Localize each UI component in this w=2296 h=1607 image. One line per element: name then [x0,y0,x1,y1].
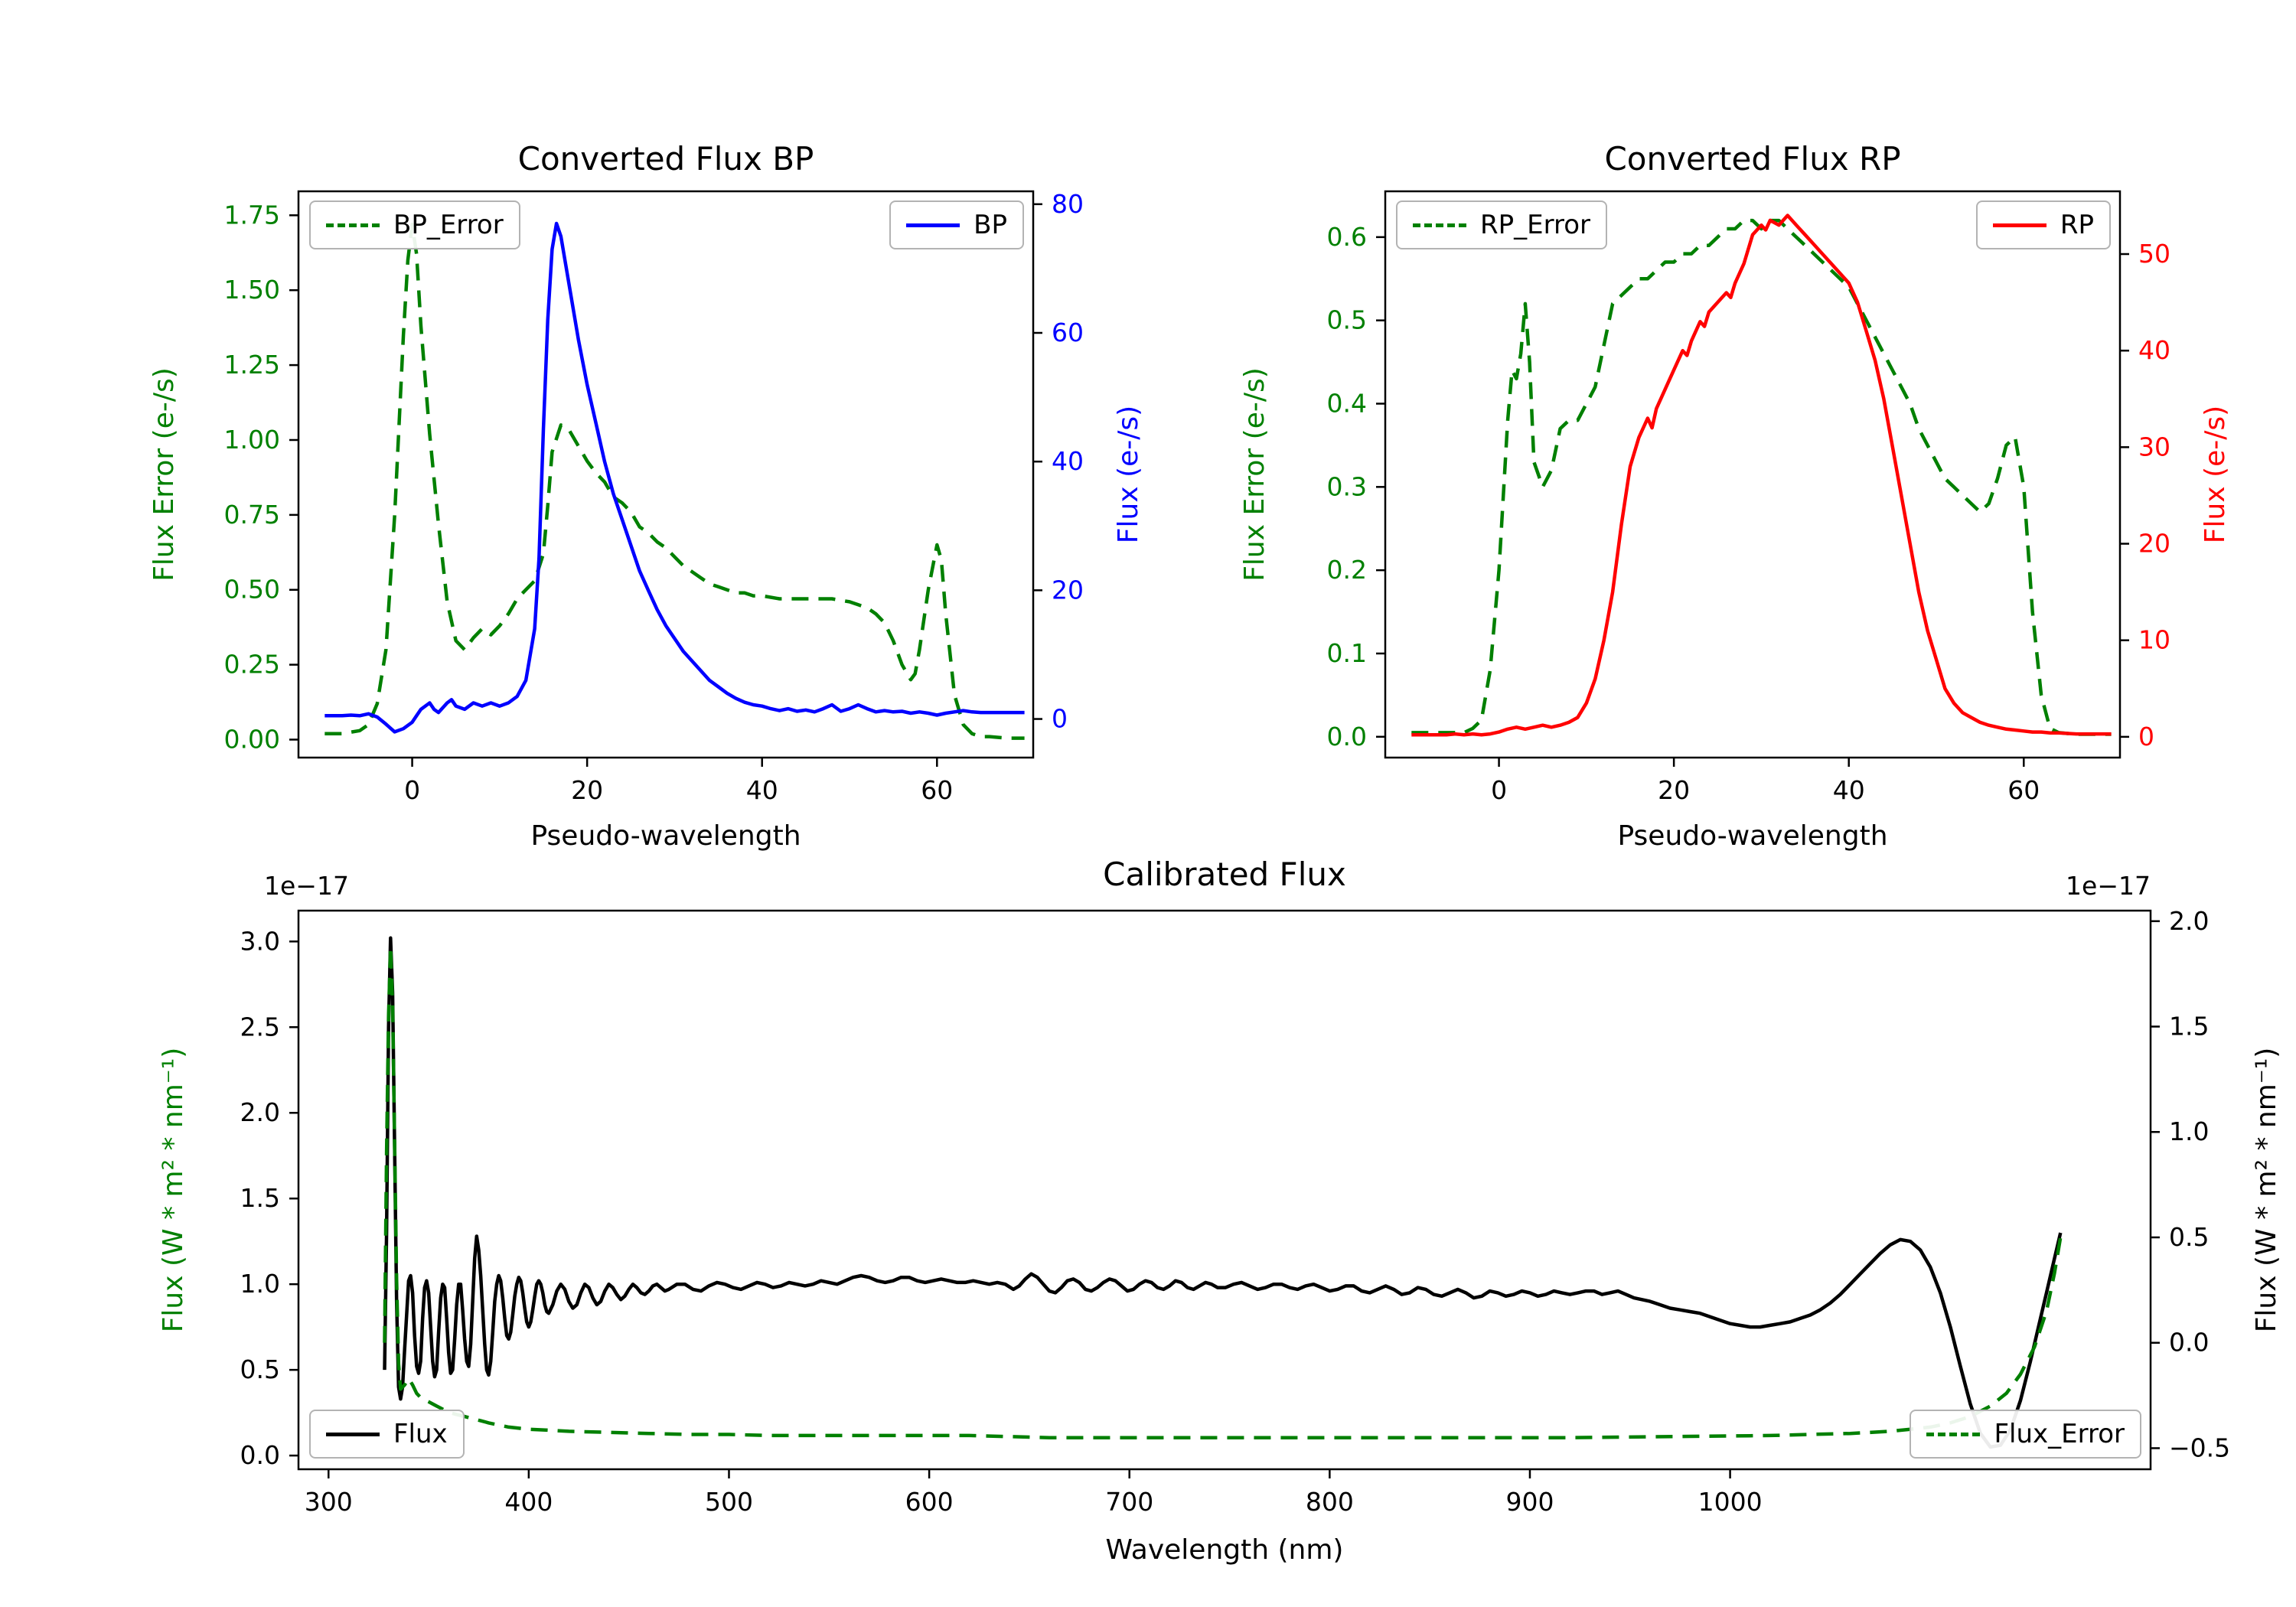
svg-text:300: 300 [305,1487,353,1517]
flux-right-yaxis-label: Flux (W * m² * nm⁻¹) [2251,1047,2282,1333]
svg-text:10: 10 [2138,625,2170,655]
svg-text:20: 20 [571,775,603,805]
svg-text:0: 0 [1052,704,1068,734]
svg-text:600: 600 [905,1487,954,1517]
svg-text:1.0: 1.0 [2169,1116,2209,1146]
svg-text:0.0: 0.0 [1327,722,1367,751]
bp-left-yaxis-label: Flux Error (e-/s) [148,367,180,582]
svg-text:0.2: 0.2 [1327,555,1367,585]
svg-text:1.0: 1.0 [240,1269,280,1299]
svg-text:20: 20 [1052,575,1084,605]
svg-text:0.5: 0.5 [1327,305,1367,335]
svg-text:0.1: 0.1 [1327,638,1367,668]
svg-text:0: 0 [1491,775,1507,805]
svg-text:60: 60 [921,775,953,805]
calibrated-flux-title: Calibrated Flux [1103,856,1346,893]
svg-text:0.5: 0.5 [2169,1222,2209,1252]
svg-text:400: 400 [504,1487,553,1517]
svg-text:0.4: 0.4 [1327,389,1367,419]
svg-text:0.0: 0.0 [2169,1328,2209,1358]
rp-line-sample-icon [1992,223,2047,227]
svg-text:40: 40 [746,775,778,805]
svg-text:0.6: 0.6 [1327,222,1367,252]
svg-text:1.5: 1.5 [2169,1012,2209,1041]
svg-text:50: 50 [2138,239,2170,269]
svg-text:0.5: 0.5 [240,1354,280,1384]
flux-legend-label: Flux [393,1419,448,1449]
bp-right-yaxis-label: Flux (e-/s) [1113,405,1144,544]
svg-text:40: 40 [1052,446,1084,476]
bp-line-sample-icon [906,223,960,227]
svg-text:40: 40 [1833,775,1865,805]
svg-text:800: 800 [1306,1487,1354,1517]
bp-xaxis-label: Pseudo-wavelength [530,820,801,852]
rp-legend: RP [1975,200,2111,249]
bp-chart-title: Converted Flux BP [517,140,814,178]
svg-text:80: 80 [1052,189,1084,219]
svg-text:2.5: 2.5 [240,1012,280,1041]
rp-error-legend: RP_Error [1396,200,1608,249]
rp-chart-title: Converted Flux RP [1604,140,1901,178]
flux-error-legend: Flux_Error [1910,1410,2141,1459]
rp-error-legend-label: RP_Error [1480,210,1591,240]
svg-text:0: 0 [404,775,420,805]
svg-text:1.50: 1.50 [224,275,280,305]
flux-error-line-sample-icon [1926,1432,1981,1436]
flux-error-legend-label: Flux_Error [1994,1419,2125,1449]
svg-text:0: 0 [2138,722,2154,751]
wavelength-xaxis-label: Wavelength (nm) [1105,1534,1344,1566]
svg-text:0.0: 0.0 [240,1440,280,1470]
svg-text:1.25: 1.25 [224,350,280,380]
svg-text:20: 20 [1658,775,1690,805]
bp-error-legend-label: BP_Error [393,210,504,240]
svg-text:1.5: 1.5 [240,1183,280,1213]
svg-text:900: 900 [1505,1487,1554,1517]
bp-error-legend: BP_Error [309,200,520,249]
svg-text:20: 20 [2138,529,2170,559]
rp-xaxis-label: Pseudo-wavelength [1617,820,1888,852]
svg-text:1000: 1000 [1698,1487,1763,1517]
svg-text:0.50: 0.50 [224,575,280,605]
flux-legend: Flux [309,1410,465,1459]
svg-text:2.0: 2.0 [2169,906,2209,936]
svg-text:3.0: 3.0 [240,926,280,956]
rp-legend-label: RP [2060,210,2094,240]
flux-line-sample-icon [326,1432,380,1436]
svg-text:−0.5: −0.5 [2169,1433,2230,1462]
flux-left-yaxis-label: Flux (W * m² * nm⁻¹) [158,1047,189,1333]
svg-text:0.25: 0.25 [224,650,280,680]
svg-text:1.00: 1.00 [224,425,280,455]
bp-legend-label: BP [974,210,1007,240]
svg-text:0.3: 0.3 [1327,471,1367,501]
svg-text:700: 700 [1105,1487,1153,1517]
rp-left-yaxis-label: Flux Error (e-/s) [1239,367,1270,582]
left-axis-offset-text: 1e−17 [264,871,349,901]
svg-text:40: 40 [2138,335,2170,365]
svg-text:0.75: 0.75 [224,500,280,530]
bp-legend: BP [889,200,1024,249]
svg-text:30: 30 [2138,432,2170,461]
svg-text:60: 60 [2007,775,2040,805]
rp-right-yaxis-label: Flux (e-/s) [2200,405,2231,544]
right-axis-offset-text: 1e−17 [2066,871,2151,901]
svg-text:500: 500 [705,1487,753,1517]
bp-error-line-sample-icon [326,223,380,227]
svg-text:60: 60 [1052,318,1084,347]
svg-text:1.75: 1.75 [224,200,280,230]
rp-error-line-sample-icon [1413,223,1466,227]
svg-text:0.00: 0.00 [224,725,280,755]
svg-text:2.0: 2.0 [240,1097,280,1127]
